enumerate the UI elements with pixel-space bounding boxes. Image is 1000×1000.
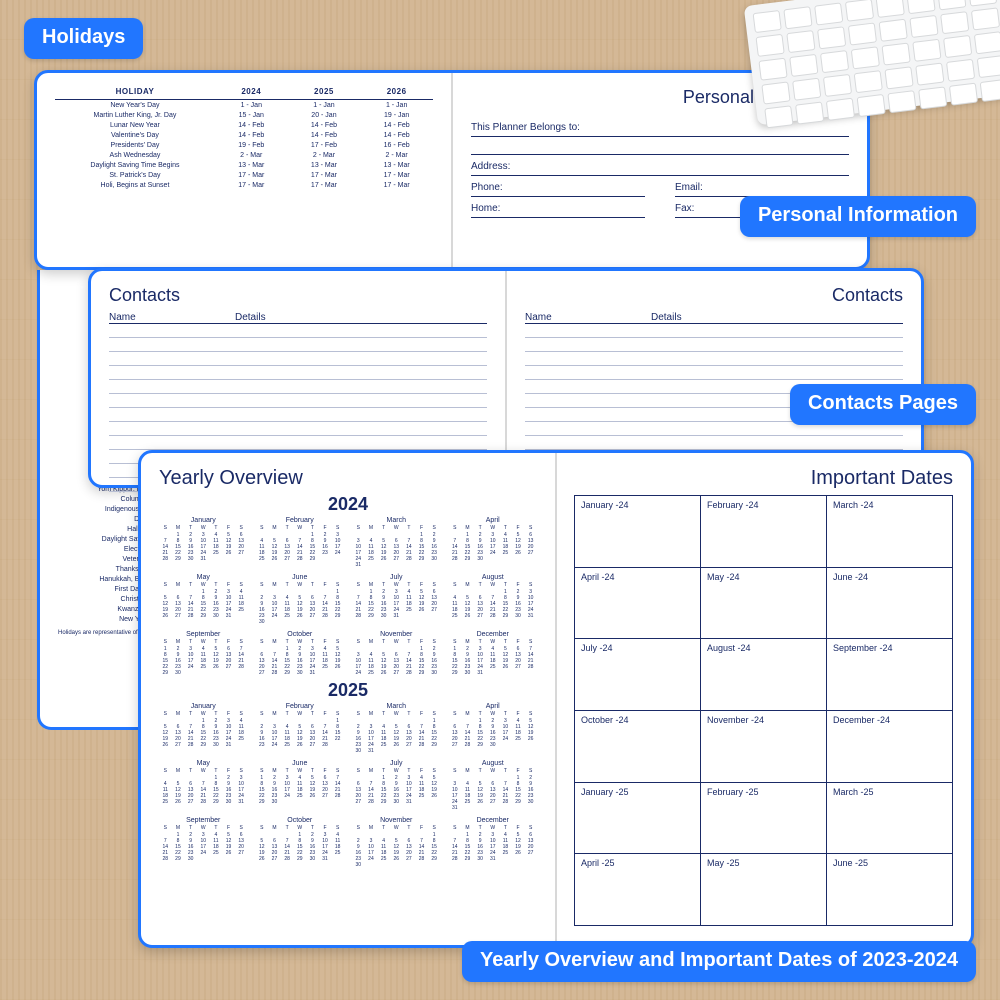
page-holidays: HOLIDAY 2024 2025 2026 New Year's Day1 -… [37, 73, 451, 267]
holiday-row: Martin Luther King, Jr. Day15 - Jan20 - … [55, 110, 433, 120]
important-date-cell: April -25 [574, 853, 701, 926]
holiday-row: Valentine's Day14 - Feb14 - Feb14 - Feb [55, 130, 433, 140]
yearly-overview-title: Yearly Overview [159, 467, 537, 490]
mini-month: NovemberSMTWTFS1234567891011121314151617… [352, 631, 441, 676]
mini-month: SeptemberSMTWTFS123456789101112131415161… [159, 817, 248, 868]
important-date-cell: August -24 [700, 638, 827, 711]
page-important-dates: Important Dates January -24February -24M… [557, 453, 971, 945]
important-date-cell: March -24 [826, 495, 953, 568]
contact-line [109, 408, 487, 422]
contact-line [525, 436, 903, 450]
contact-line [109, 422, 487, 436]
important-date-cell: September -24 [826, 638, 953, 711]
important-date-cell: June -24 [826, 567, 953, 640]
important-date-cell: November -24 [700, 710, 827, 783]
mini-month: AprilSMTWTFS1234567891011121314151617181… [449, 703, 538, 754]
holidays-header-row: HOLIDAY 2024 2025 2026 [55, 87, 433, 100]
mini-month: AprilSMTWTFS1234567891011121314151617181… [449, 517, 538, 568]
holiday-row: New Year's Day1 - Jan1 - Jan1 - Jan [55, 100, 433, 110]
mini-month: NovemberSMTWTFS1234567891011121314151617… [352, 817, 441, 868]
holidays-year-0: 2024 [215, 87, 288, 96]
mini-month: JuneSMTWTFS12345678910111213141516171819… [256, 574, 345, 625]
mini-month: FebruarySMTWTFS1234567891011121314151617… [256, 703, 345, 754]
tag-holidays: Holidays [24, 18, 143, 59]
personal-email: Email: [675, 176, 849, 197]
holidays-year-2: 2026 [360, 87, 433, 96]
holiday-row: Presidents' Day19 - Feb17 - Feb16 - Feb [55, 140, 433, 150]
important-date-cell: December -24 [826, 710, 953, 783]
mini-month: MaySMTWTFS123456789101112131415161718192… [159, 574, 248, 625]
mini-month: JuneSMTWTFS12345678910111213141516171819… [256, 760, 345, 811]
contacts-col-details: Details [235, 312, 487, 323]
mini-month: JanuarySMTWTFS12345678910111213141516171… [159, 703, 248, 754]
contact-line [525, 324, 903, 338]
mini-month: SeptemberSMTWTFS123456789101112131415161… [159, 631, 248, 676]
book-holidays-personal: HOLIDAY 2024 2025 2026 New Year's Day1 -… [34, 70, 870, 270]
mini-month: JulySMTWTFS12345678910111213141516171819… [352, 574, 441, 625]
holidays-year-1: 2025 [288, 87, 361, 96]
book-overview: Yearly Overview 2024JanuarySMTWTFS123456… [138, 450, 974, 948]
mini-month: JanuarySMTWTFS12345678910111213141516171… [159, 517, 248, 568]
mini-month: MaySMTWTFS123456789101112131415161718192… [159, 760, 248, 811]
important-date-cell: July -24 [574, 638, 701, 711]
important-date-cell: February -24 [700, 495, 827, 568]
contact-line [109, 436, 487, 450]
holiday-row: Holi, Begins at Sunset17 - Mar17 - Mar17… [55, 180, 433, 190]
mini-month: MarchSMTWTFS1234567891011121314151617181… [352, 703, 441, 754]
personal-phone: Phone: [471, 176, 645, 197]
contacts-col-name-r: Name [525, 312, 651, 323]
contact-line [109, 366, 487, 380]
mini-month: OctoberSMTWTFS12345678910111213141516171… [256, 817, 345, 868]
contact-line [109, 338, 487, 352]
contact-line [525, 338, 903, 352]
mini-month: AugustSMTWTFS123456789101112131415161718… [449, 574, 538, 625]
year-heading: 2024 [159, 494, 537, 515]
holiday-row: Lunar New Year14 - Feb14 - Feb14 - Feb [55, 120, 433, 130]
holiday-row: Ash Wednesday2 - Mar2 - Mar2 - Mar [55, 150, 433, 160]
tag-overview: Yearly Overview and Important Dates of 2… [462, 941, 976, 982]
important-date-cell: February -25 [700, 782, 827, 855]
mini-month: MarchSMTWTFS1234567891011121314151617181… [352, 517, 441, 568]
contact-line [109, 380, 487, 394]
contact-line [525, 366, 903, 380]
contacts-col-name: Name [109, 312, 235, 323]
mini-month: DecemberSMTWTFS1234567891011121314151617… [449, 631, 538, 676]
contact-line [109, 352, 487, 366]
contacts-col-details-r: Details [651, 312, 903, 323]
contacts-title-right: Contacts [525, 285, 903, 306]
mini-month: FebruarySMTWTFS1234567891011121314151617… [256, 517, 345, 568]
important-date-cell: June -25 [826, 853, 953, 926]
important-date-cell: April -24 [574, 567, 701, 640]
mini-month: JulySMTWTFS12345678910111213141516171819… [352, 760, 441, 811]
personal-blank-1 [471, 137, 849, 155]
holiday-row: St. Patrick's Day17 - Mar17 - Mar17 - Ma… [55, 170, 433, 180]
personal-home: Home: [471, 197, 645, 218]
mini-month: DecemberSMTWTFS1234567891011121314151617… [449, 817, 538, 868]
important-date-cell: October -24 [574, 710, 701, 783]
mini-month: OctoberSMTWTFS12345678910111213141516171… [256, 631, 345, 676]
personal-address: Address: [471, 155, 849, 176]
important-date-cell: May -24 [700, 567, 827, 640]
contact-line [109, 394, 487, 408]
important-date-cell: March -25 [826, 782, 953, 855]
contact-line [109, 324, 487, 338]
tag-personal: Personal Information [740, 196, 976, 237]
holiday-row: Daylight Saving Time Begins13 - Mar13 - … [55, 160, 433, 170]
contacts-title-left: Contacts [109, 285, 487, 306]
important-dates-title: Important Dates [575, 467, 953, 490]
year-heading: 2025 [159, 680, 537, 701]
important-date-cell: January -24 [574, 495, 701, 568]
important-date-cell: January -25 [574, 782, 701, 855]
contact-line [525, 352, 903, 366]
holidays-header: HOLIDAY [55, 87, 215, 96]
keyboard-prop [744, 0, 1000, 125]
page-yearly-overview: Yearly Overview 2024JanuarySMTWTFS123456… [141, 453, 555, 945]
mini-month: AugustSMTWTFS123456789101112131415161718… [449, 760, 538, 811]
tag-contacts: Contacts Pages [790, 384, 976, 425]
important-date-cell: May -25 [700, 853, 827, 926]
